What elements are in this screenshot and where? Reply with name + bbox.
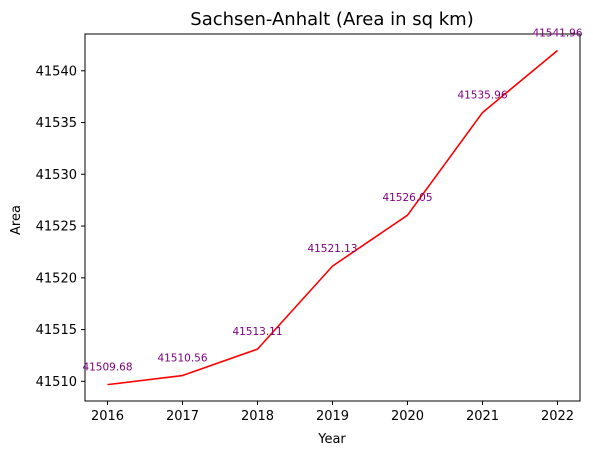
y-axis-label: Area <box>9 205 24 235</box>
x-tick-label: 2019 <box>316 409 349 424</box>
data-label: 41521.13 <box>307 243 357 255</box>
y-tick-label: 41540 <box>36 64 77 79</box>
data-label: 41509.68 <box>82 362 132 374</box>
x-tick-label: 2017 <box>166 409 199 424</box>
x-tick-label: 2021 <box>466 409 499 424</box>
y-tick-label: 41510 <box>36 375 77 390</box>
x-tick-label: 2022 <box>541 409 574 424</box>
plot-area: 2016 2017 2018 2019 2020 2021 2022 41510 41515 41… <box>36 27 583 424</box>
data-label: 41513.11 <box>232 326 282 338</box>
series-line <box>107 49 559 386</box>
data-label: 41526.05 <box>382 192 432 204</box>
x-tick-label: 2016 <box>91 409 124 424</box>
x-tick-label: 2020 <box>391 409 424 424</box>
y-tick-label: 41525 <box>36 220 77 235</box>
y-tick-label: 41535 <box>36 116 77 131</box>
y-tick-label: 41515 <box>36 323 77 338</box>
data-label: 41510.56 <box>157 353 207 365</box>
x-tick-label: 2018 <box>241 409 274 424</box>
x-axis-label: Year <box>317 432 346 447</box>
y-tick-label: 41530 <box>36 168 77 183</box>
data-label: 41541.96 <box>532 27 582 39</box>
data-label: 41535.96 <box>457 90 507 102</box>
chart-title: Sachsen-Anhalt (Area in sq km) <box>190 9 473 30</box>
y-tick-label: 41520 <box>36 271 77 286</box>
